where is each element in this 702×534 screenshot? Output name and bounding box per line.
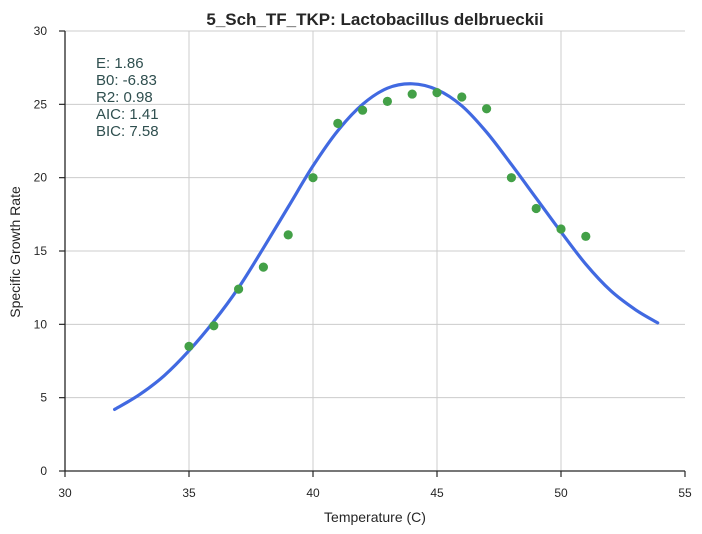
y-tick-label: 25 — [34, 97, 48, 111]
data-point — [432, 88, 442, 98]
stat-b0: B0: -6.83 — [96, 72, 157, 89]
fit-curve-layer — [113, 82, 660, 411]
grid-layer — [65, 30, 685, 471]
y-tick-label: 30 — [34, 24, 48, 38]
chart-title: 5_Sch_TF_TKP: Lactobacillus delbrueckii — [206, 10, 543, 29]
tick-labels-layer: 30 35 40 45 50 55 0 5 10 15 20 25 30 — [34, 24, 692, 500]
y-tick-label: 5 — [40, 391, 47, 405]
x-tick-label: 35 — [182, 486, 196, 500]
x-tick-label: 55 — [678, 486, 692, 500]
axes-layer — [59, 30, 686, 477]
data-point — [531, 203, 541, 214]
data-point — [234, 284, 244, 294]
data-point — [184, 341, 194, 351]
stat-e: E: 1.86 — [96, 55, 144, 72]
data-point — [258, 262, 268, 272]
data-point — [506, 173, 516, 183]
data-points-layer — [184, 88, 591, 351]
data-point — [358, 105, 368, 115]
y-tick-label: 20 — [34, 171, 48, 185]
data-point — [308, 173, 318, 183]
x-tick-label: 40 — [306, 486, 320, 500]
data-point — [209, 321, 219, 331]
data-point — [333, 118, 343, 128]
data-point — [283, 230, 293, 240]
data-point — [382, 96, 392, 106]
data-point — [581, 231, 591, 241]
stat-bic: BIC: 7.58 — [96, 123, 159, 140]
x-tick-label: 45 — [430, 486, 444, 500]
data-point — [407, 89, 417, 99]
data-point — [482, 104, 492, 114]
x-tick-label: 30 — [58, 486, 72, 500]
data-point — [556, 224, 566, 234]
data-point — [457, 92, 467, 102]
stat-r2: R2: 0.98 — [96, 89, 153, 106]
stat-aic: AIC: 1.41 — [96, 106, 159, 123]
y-tick-label: 15 — [34, 244, 48, 258]
y-tick-label: 0 — [40, 464, 47, 478]
x-axis-label: Temperature (C) — [324, 509, 426, 525]
fit-statistics: E: 1.86 B0: -6.83 R2: 0.98 AIC: 1.41 BIC… — [96, 55, 159, 140]
x-tick-label: 50 — [554, 486, 568, 500]
y-axis-label: Specific Growth Rate — [7, 186, 23, 318]
y-tick-label: 10 — [34, 317, 48, 331]
fit-curve-line — [113, 82, 660, 411]
